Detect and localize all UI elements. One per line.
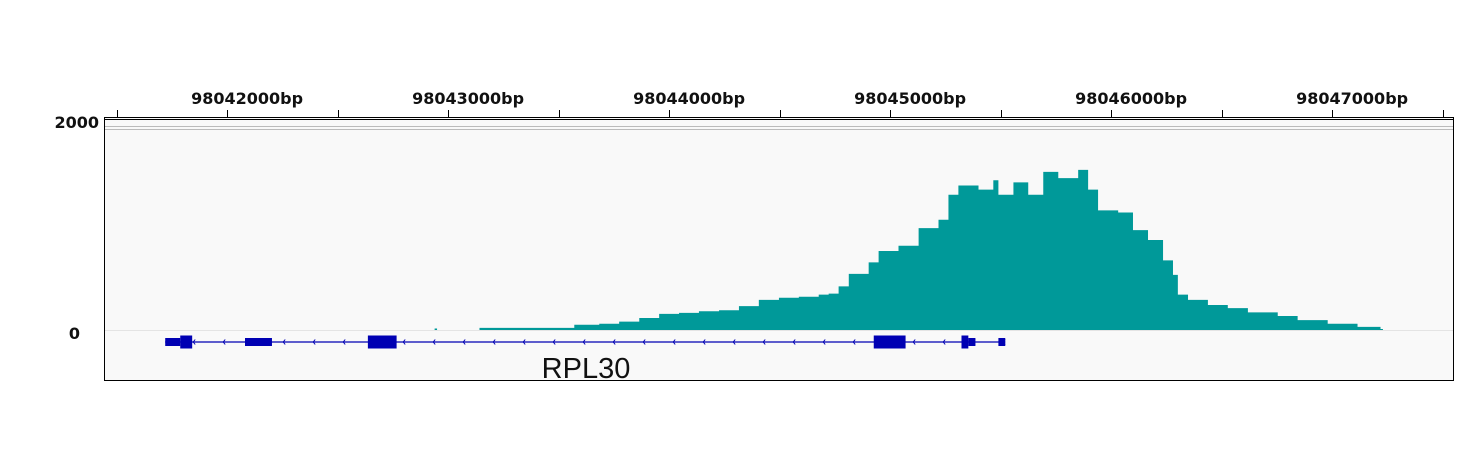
strand-arrow-icon bbox=[222, 339, 226, 345]
strand-arrow-icon bbox=[522, 339, 526, 345]
ruler-tick-label: 98043000bp bbox=[412, 89, 524, 108]
exon-cds bbox=[961, 335, 969, 349]
gene-label: RPL30 bbox=[542, 353, 631, 385]
strand-arrow-icon bbox=[312, 339, 316, 345]
exon-utr bbox=[244, 338, 272, 346]
strand-arrow-icon bbox=[612, 339, 616, 345]
exon-utr bbox=[968, 338, 976, 346]
exon-cds bbox=[873, 335, 906, 349]
strand-arrow-icon bbox=[852, 339, 856, 345]
strand-arrow-icon bbox=[492, 339, 496, 345]
strand-arrow-icon bbox=[912, 339, 916, 345]
strand-arrow-icon bbox=[792, 339, 796, 345]
exon-cds bbox=[180, 335, 193, 349]
strand-arrow-icon bbox=[732, 339, 736, 345]
strand-arrow-icon bbox=[642, 339, 646, 345]
strand-arrow-icon bbox=[762, 339, 766, 345]
ruler-tick-label: 98046000bp bbox=[1075, 89, 1187, 108]
y-scale-min: 0 bbox=[69, 324, 80, 343]
strand-arrow-icon bbox=[342, 339, 346, 345]
strand-arrow-icon bbox=[432, 339, 436, 345]
strand-arrow-icon bbox=[282, 339, 286, 345]
ruler-tick-label: 98042000bp bbox=[191, 89, 303, 108]
exon-cds bbox=[367, 335, 397, 349]
strand-arrow-icon bbox=[552, 339, 556, 345]
strand-arrow-icon bbox=[672, 339, 676, 345]
strand-arrow-icon bbox=[702, 339, 706, 345]
ruler-tick-label: 98044000bp bbox=[633, 89, 745, 108]
track-panel bbox=[104, 117, 1454, 381]
strand-arrow-icon bbox=[582, 339, 586, 345]
ruler-tick-label: 98047000bp bbox=[1296, 89, 1408, 108]
exon-utr bbox=[165, 338, 181, 346]
gene-feature[interactable] bbox=[165, 335, 1006, 349]
y-scale-max: 2000 bbox=[54, 113, 99, 132]
strand-arrow-icon bbox=[822, 339, 826, 345]
strand-arrow-icon bbox=[942, 339, 946, 345]
strand-arrow-icon bbox=[192, 339, 196, 345]
ruler-tick-label: 98045000bp bbox=[854, 89, 966, 108]
exon-utr bbox=[998, 338, 1006, 346]
strand-arrow-icon bbox=[462, 339, 466, 345]
ruler: 98042000bp 98043000bp 98044000bp 98045000bp… bbox=[117, 89, 1444, 117]
strand-arrow-icon bbox=[402, 339, 406, 345]
coverage-area bbox=[432, 169, 1383, 330]
